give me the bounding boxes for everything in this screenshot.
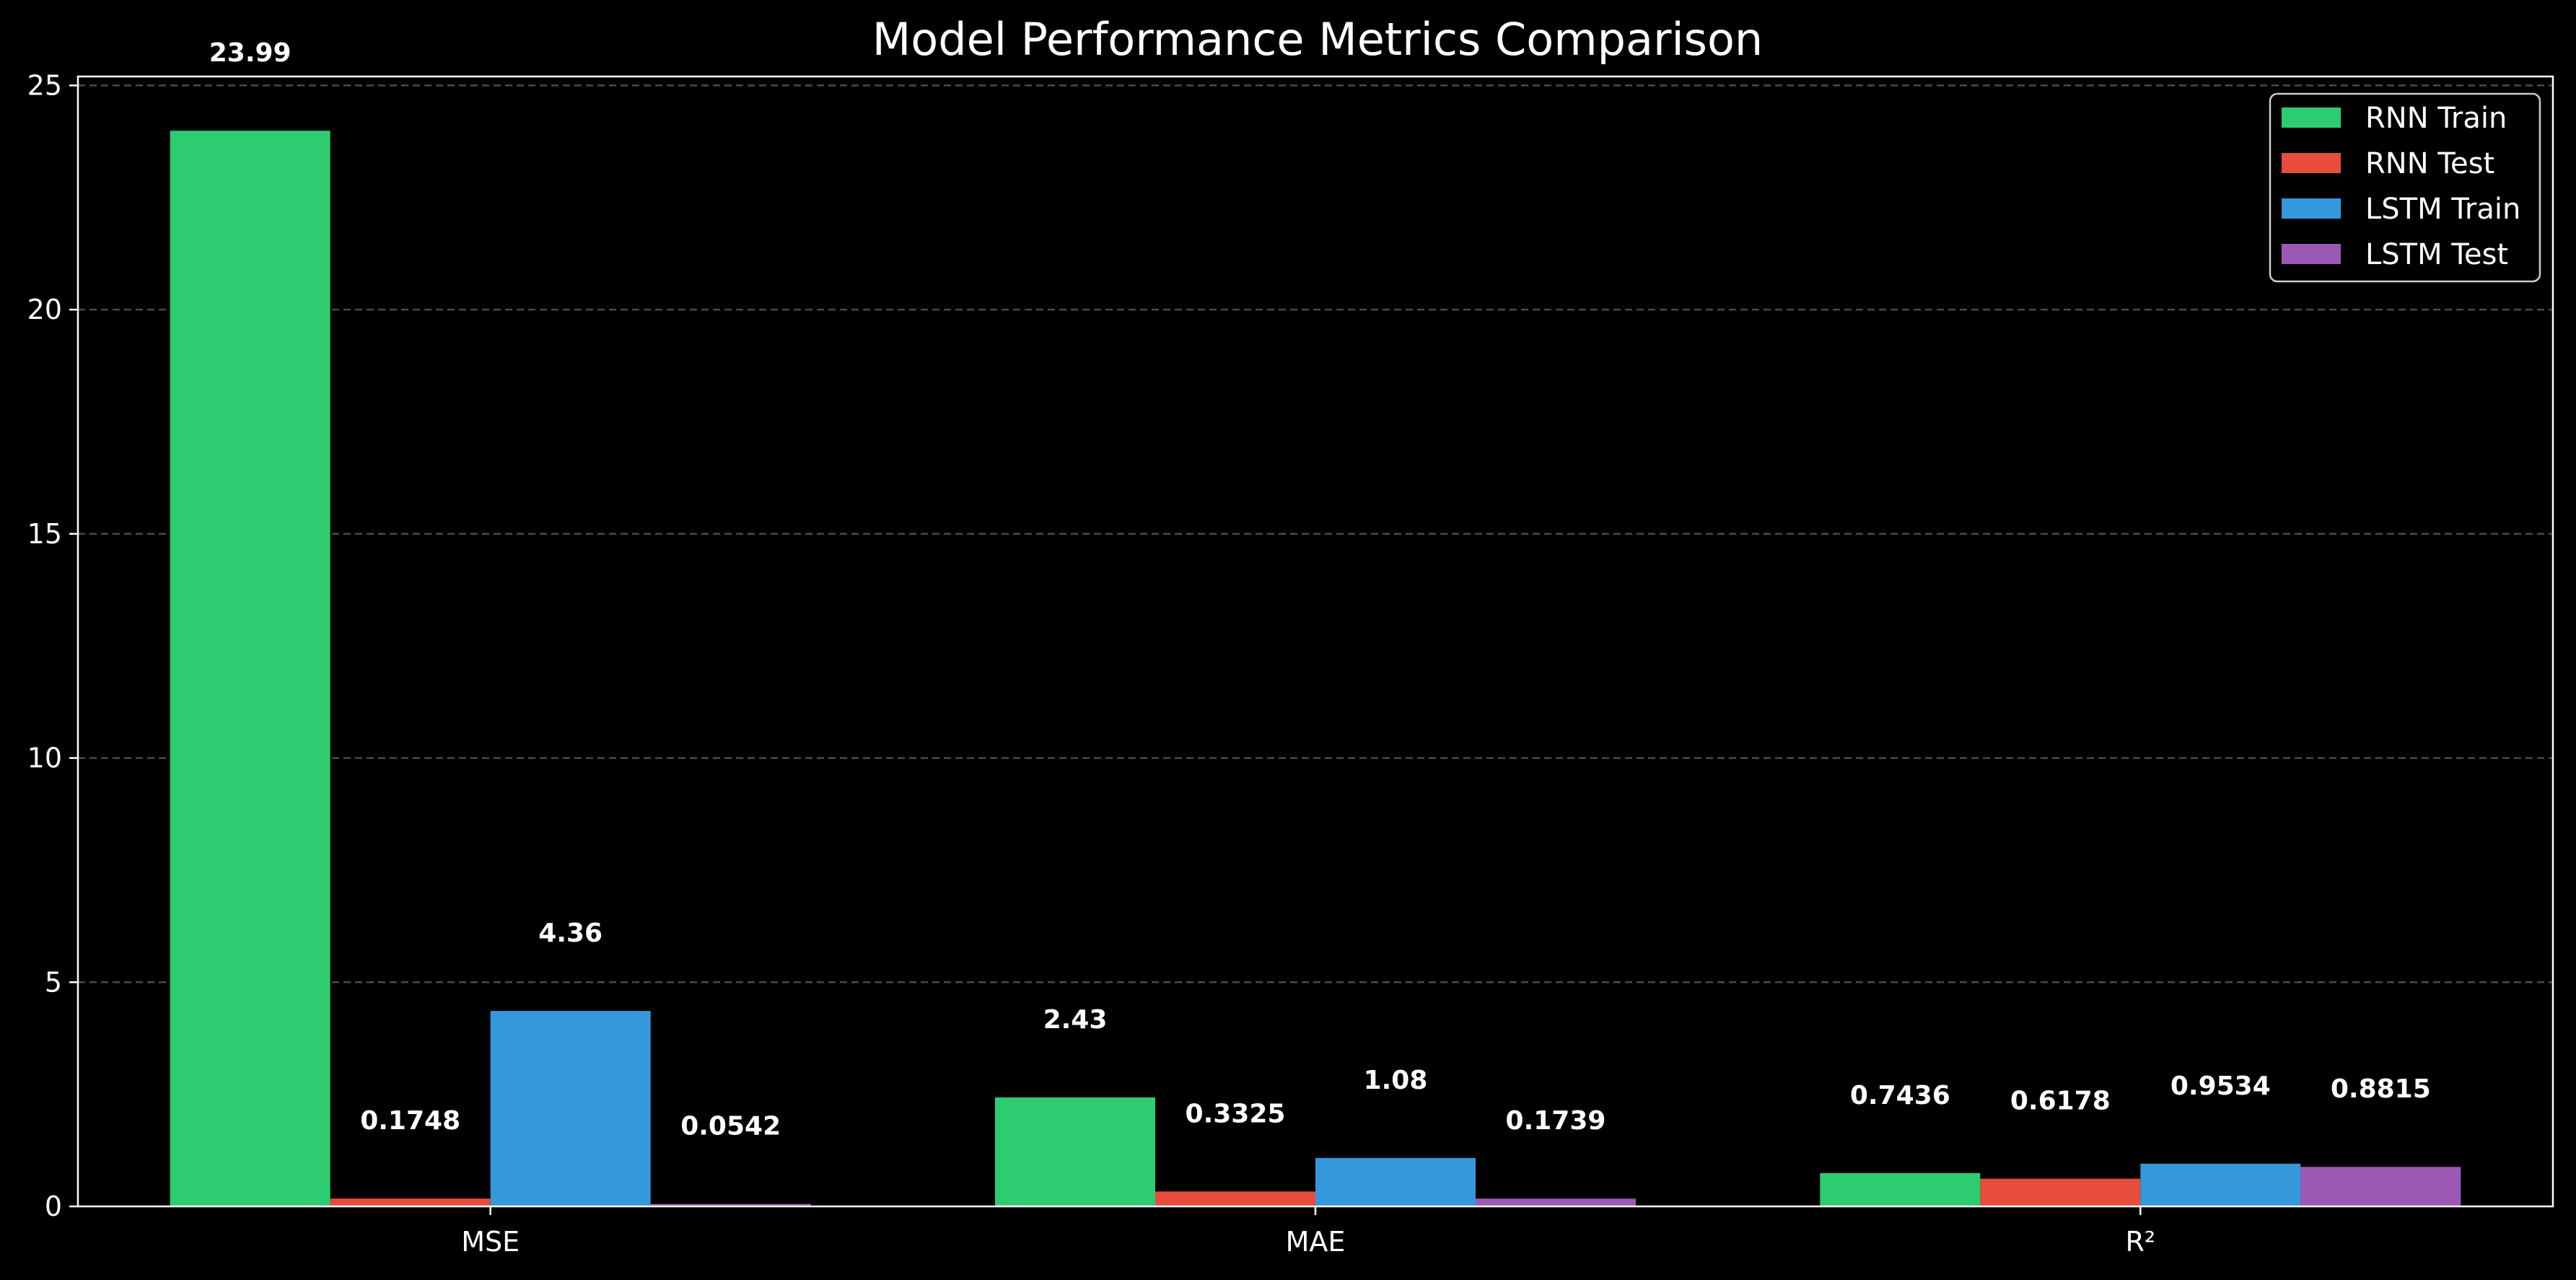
y-tick-label: 10 (27, 742, 62, 774)
data-label: 0.0542 (680, 1112, 781, 1141)
legend-label: LSTM Train (2365, 193, 2520, 226)
bar (2140, 1163, 2301, 1206)
x-tick-label: MSE (461, 1226, 520, 1258)
legend-swatch (2282, 153, 2341, 173)
grid-layer (78, 84, 2553, 983)
legend-swatch (2282, 108, 2341, 128)
legend-box (2269, 92, 2541, 283)
bar (650, 1204, 811, 1206)
data-label: 1.08 (1364, 1066, 1428, 1095)
y-tick-label: 5 (45, 966, 62, 998)
legend-label: LSTM Test (2365, 238, 2508, 271)
x-tick-label: MAE (1286, 1226, 1346, 1258)
legend-label: RNN Test (2365, 147, 2494, 180)
data-label: 0.8815 (2331, 1074, 2431, 1104)
y-tick-label: 20 (27, 294, 62, 325)
chart-title: Model Performance Metrics Comparison (872, 13, 1763, 66)
bar (2300, 1167, 2461, 1206)
data-label: 4.36 (538, 919, 603, 948)
data-label: 0.9534 (2170, 1071, 2271, 1101)
bar (1315, 1157, 1476, 1206)
bar (1476, 1198, 1636, 1206)
bar (1980, 1178, 2141, 1206)
bar (490, 1011, 651, 1206)
data-label: 0.1739 (1506, 1106, 1606, 1136)
y-tick-label: 15 (27, 518, 62, 550)
bar (1155, 1191, 1315, 1206)
y-tick-label: 0 (45, 1191, 62, 1222)
bar (995, 1097, 1155, 1206)
bar (330, 1198, 491, 1206)
y-tick-label: 25 (27, 69, 62, 101)
x-tick-label: R² (2126, 1226, 2156, 1258)
data-label: 23.99 (209, 38, 292, 68)
legend-swatch (2282, 244, 2341, 264)
data-label: 0.7436 (1850, 1081, 1950, 1110)
legend: RNN Train RNN Test LSTM Train LSTM Test (2269, 92, 2541, 283)
bar (1820, 1172, 1981, 1206)
data-label: 0.6178 (2010, 1087, 2111, 1116)
data-labels-layer: 23.99 2.43 0.7436 0.1748 0.3325 0.6178 4.36 1.0… (209, 38, 2431, 1141)
bars-layer (170, 131, 2461, 1206)
legend-label: RNN Train (2365, 102, 2507, 135)
data-label: 0.1748 (360, 1106, 460, 1136)
legend-swatch (2282, 198, 2341, 219)
bar (170, 131, 330, 1206)
data-label: 2.43 (1043, 1005, 1108, 1035)
data-label: 0.3325 (1186, 1099, 1286, 1128)
axes-layer: 0 5 10 15 20 25 MSE MAE R² (27, 69, 2554, 1258)
